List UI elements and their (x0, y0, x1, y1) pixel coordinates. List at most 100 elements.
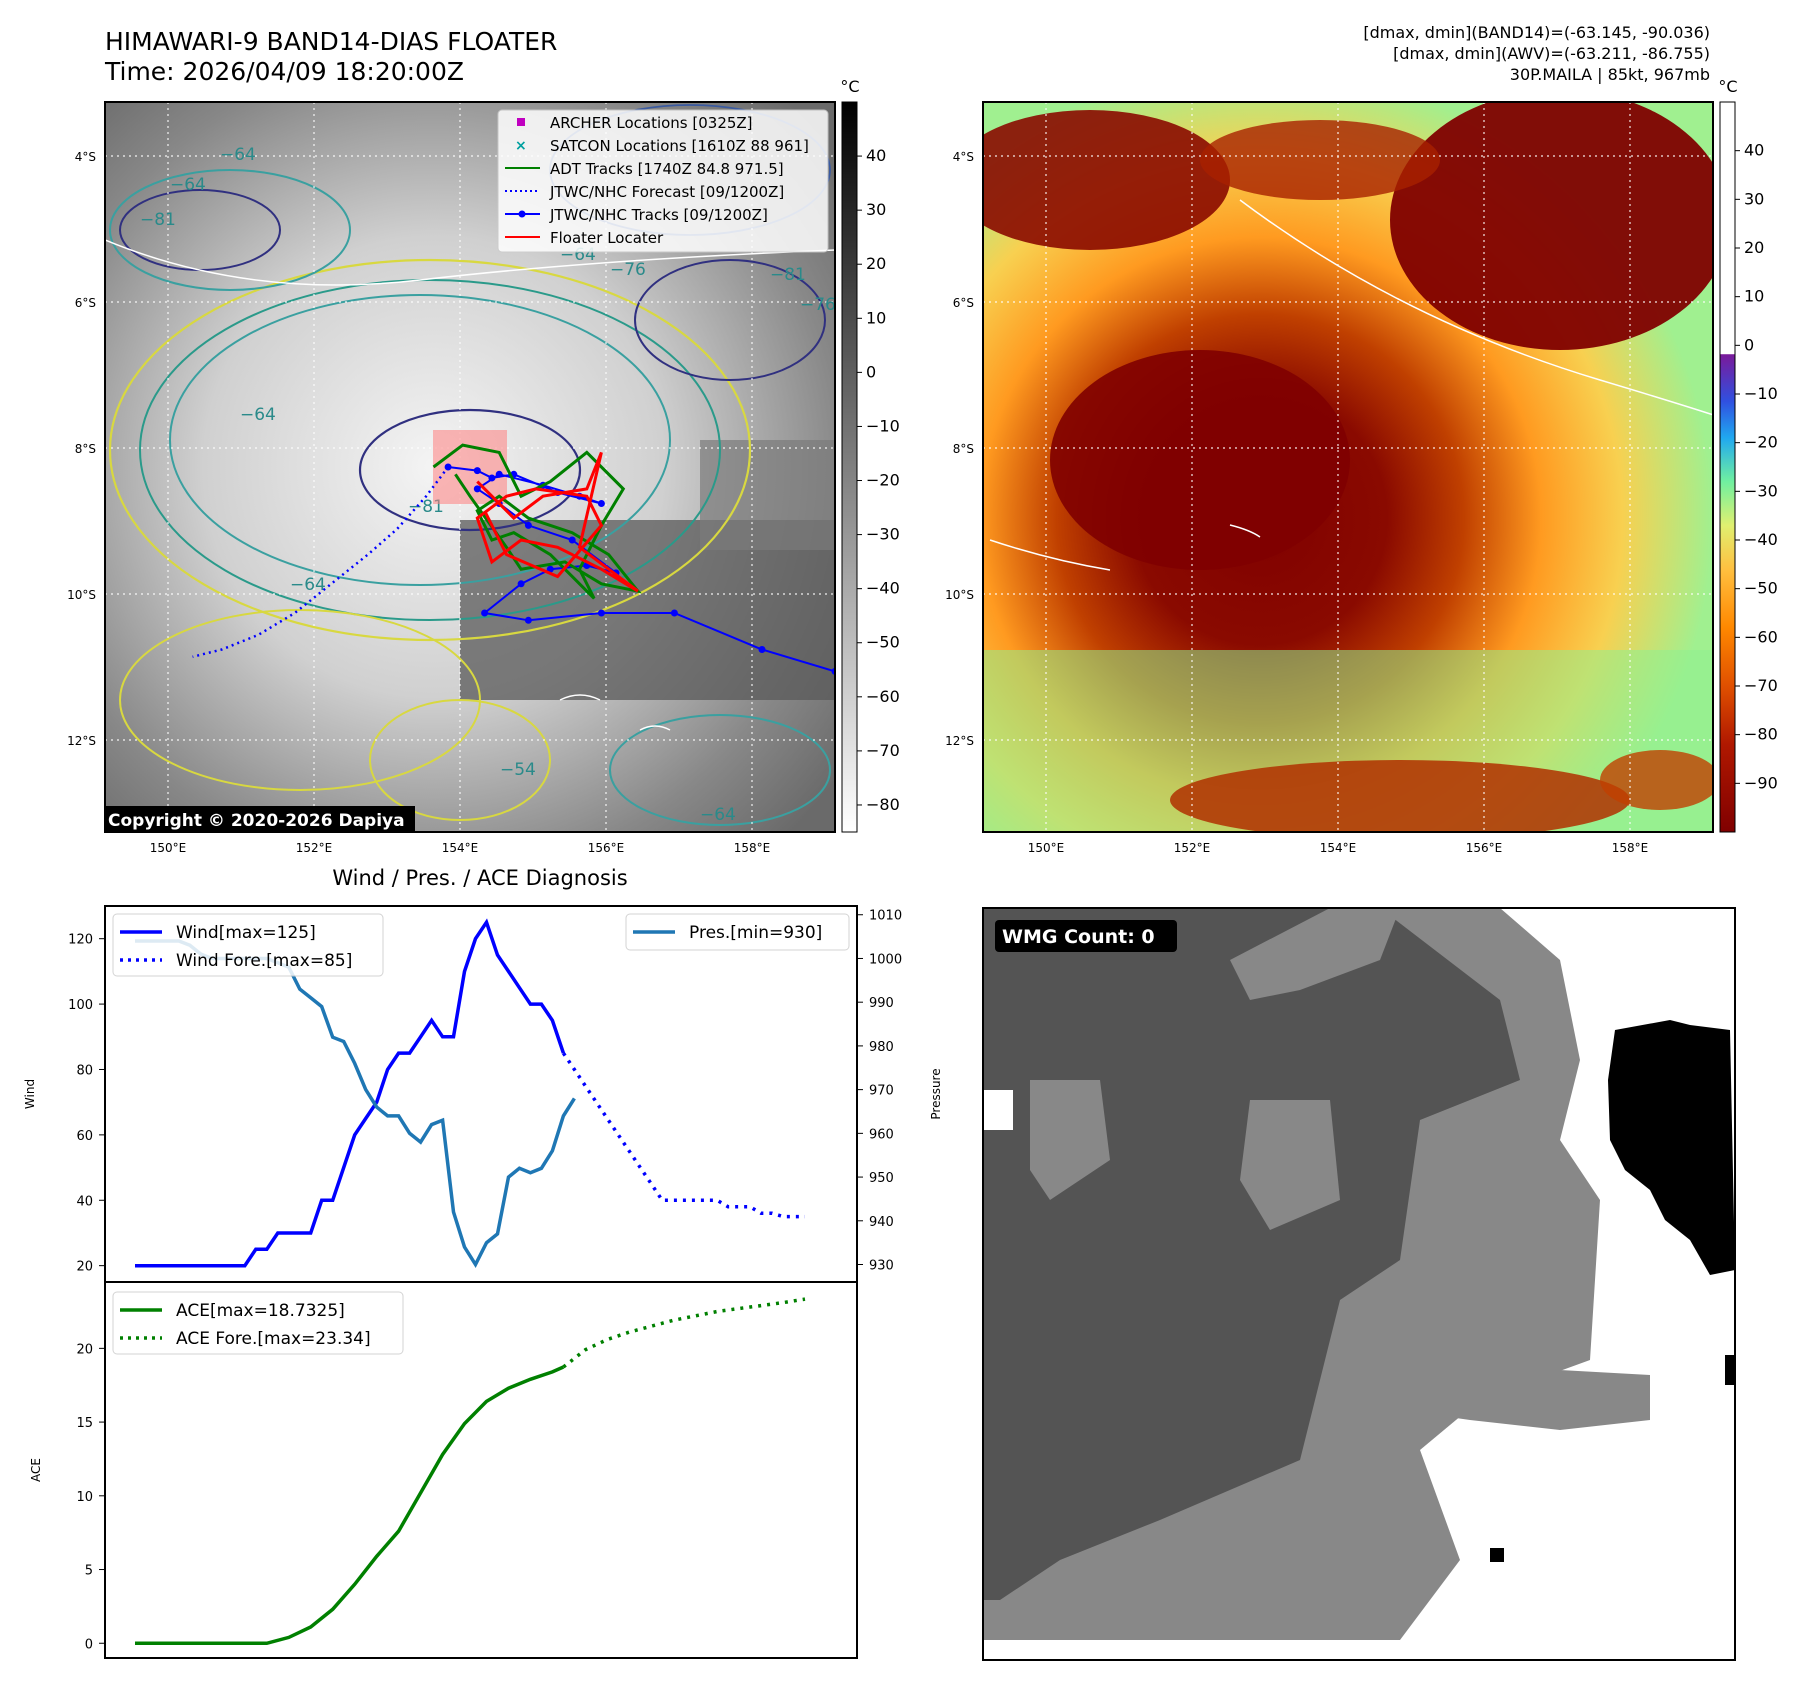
lat-label: 12°S (67, 734, 96, 748)
storm-info: 30P.MAILA | 85kt, 967mb (1510, 65, 1710, 84)
track-point (597, 609, 605, 617)
wmg-frame (982, 907, 1736, 1661)
lat-label: 12°S (945, 734, 974, 748)
colorbar-tick-label: −40 (1744, 530, 1778, 549)
colorbar-tick-label: 10 (1744, 287, 1764, 306)
map-frame-right (982, 101, 1714, 833)
colorbar-tick-label: −60 (1744, 627, 1778, 646)
colorbar-tick-label: −70 (1744, 676, 1778, 695)
wmg-dark-region (983, 908, 1520, 1600)
ace-tick-label: 0 (85, 1637, 93, 1652)
colorbar-tick-label: −60 (866, 687, 900, 706)
pressure-tick-label: 990 (869, 996, 894, 1011)
left-map-axis-labels: 4°S 6°S 8°S 10°S 12°S 150°E 152°E 154°E … (67, 150, 770, 855)
colorbar-tick-label: −80 (1744, 725, 1778, 744)
colorbar-tick-label: −80 (866, 795, 900, 814)
wind-tick-label: 80 (76, 1063, 93, 1078)
contour-label: −81 (770, 265, 806, 285)
legend-adt: ADT Tracks [1740Z 84.8 971.5] (550, 160, 784, 178)
lat-label: 6°S (75, 296, 96, 310)
colorbar-tick-label: −70 (866, 741, 900, 760)
satcon-marker: × (515, 138, 527, 154)
lat-label: 8°S (75, 442, 96, 456)
wind-pressure-chart: 20 40 60 80 100 120 930 940 950 960 970 980 990 1000… (23, 905, 943, 1283)
storm-tracks (192, 443, 835, 675)
wind-axis-label: Wind (23, 1079, 37, 1109)
colorbar-unit: °C (840, 77, 859, 96)
track-point (670, 609, 678, 617)
lon-label: 152°E (296, 841, 333, 855)
lat-label: 6°S (953, 296, 974, 310)
figure-time: Time: 2026/04/09 18:20:00Z (104, 57, 464, 86)
colorbar-unit: °C (1718, 77, 1737, 96)
cold-cloud-top (983, 110, 1230, 250)
lon-label: 158°E (734, 841, 771, 855)
lat-label: 10°S (67, 588, 96, 602)
pressure-tick-label: 950 (869, 1171, 894, 1186)
track-point (488, 474, 496, 482)
track-point (473, 485, 481, 493)
lon-label: 150°E (150, 841, 187, 855)
legend-ace-forecast: ACE Fore.[max=23.34] (176, 1329, 371, 1349)
copyright-box (105, 806, 415, 832)
ace-tick-label: 15 (76, 1416, 93, 1431)
ace-chart: 0 5 10 15 20 ACE ACE[max=18.7325] ACE Fore.[… (29, 1281, 858, 1659)
lat-label: 4°S (953, 150, 974, 164)
diagnosis-title: Wind / Pres. / ACE Diagnosis (332, 866, 627, 890)
contour-label: −76 (610, 260, 646, 280)
lon-label: 150°E (1028, 841, 1065, 855)
track-point (597, 500, 605, 507)
contour-label: −64 (170, 175, 206, 195)
contour-yellow (108, 258, 752, 642)
stats-band14: [dmax, dmin](BAND14)=(-63.145, -90.036) (1363, 23, 1710, 42)
track-point (758, 646, 766, 653)
pressure-tick-label: 970 (869, 1084, 894, 1099)
floater-box (433, 430, 507, 504)
legend-satcon: SATCON Locations [1610Z 88 961] (550, 137, 809, 155)
legend-wind: Wind[max=125] (176, 923, 316, 943)
map-gridlines (983, 102, 1713, 832)
wind-legend: Wind[max=125] Wind Fore.[max=85] (112, 913, 384, 977)
stats-awv: [dmax, dmin](AWV)=(-63.211, -86.755) (1393, 44, 1710, 63)
colorbar-tick-label: −10 (1744, 384, 1778, 403)
colorbar-tick-label: 30 (1744, 189, 1764, 208)
track-adt (432, 443, 642, 600)
right-map-axis-labels: 4°S 6°S 8°S 10°S 12°S 150°E 152°E 154°E … (945, 150, 1648, 855)
track-point (524, 521, 532, 529)
colorbar-tick-label: −50 (1744, 579, 1778, 598)
contour-label: −81 (140, 210, 176, 230)
lat-label: 4°S (75, 150, 96, 164)
ace-tick-label: 20 (76, 1342, 93, 1357)
legend-wind-forecast: Wind Fore.[max=85] (176, 951, 352, 971)
track-point (546, 565, 554, 573)
legend-jtwc-tracks: JTWC/NHC Tracks [09/1200Z] (549, 206, 768, 224)
track-point (473, 467, 481, 475)
track-point (495, 470, 503, 478)
track-point (481, 609, 489, 617)
track-point (568, 536, 576, 544)
wind-tick-label: 40 (76, 1194, 93, 1209)
grayscale-map-panel: −64 −64 −64 −76 −81 −81 −64 −64 −54 −64 … (104, 101, 836, 833)
colorbar-tick-label: −30 (1744, 481, 1778, 500)
lon-label: 156°E (1466, 841, 1503, 855)
contour-teal (139, 279, 721, 621)
legend-ace: ACE[max=18.7325] (176, 1301, 345, 1321)
legend-pressure: Pres.[min=930] (689, 923, 822, 943)
pressure-axis-label: Pressure (929, 1068, 943, 1119)
wmg-black-region (1608, 1020, 1735, 1275)
map-legend: ARCHER Locations [0325Z] × SATCON Locati… (497, 109, 829, 253)
coastline (105, 239, 835, 286)
track-floater (475, 451, 639, 593)
colorbar-tick-label: 40 (1744, 141, 1764, 160)
archer-marker (517, 118, 525, 126)
lon-label: 154°E (1320, 841, 1357, 855)
wind-tick-label: 60 (76, 1129, 93, 1144)
ace-axis-label: ACE (29, 1458, 43, 1482)
series-line-wind (135, 918, 566, 1268)
contour-label: −64 (700, 805, 736, 825)
wind-tick-label: 100 (68, 998, 93, 1013)
track-point (524, 616, 532, 624)
colorbar-tick-label: 10 (866, 308, 886, 327)
wind-tick-label: 120 (68, 933, 93, 948)
track-point (517, 580, 525, 588)
